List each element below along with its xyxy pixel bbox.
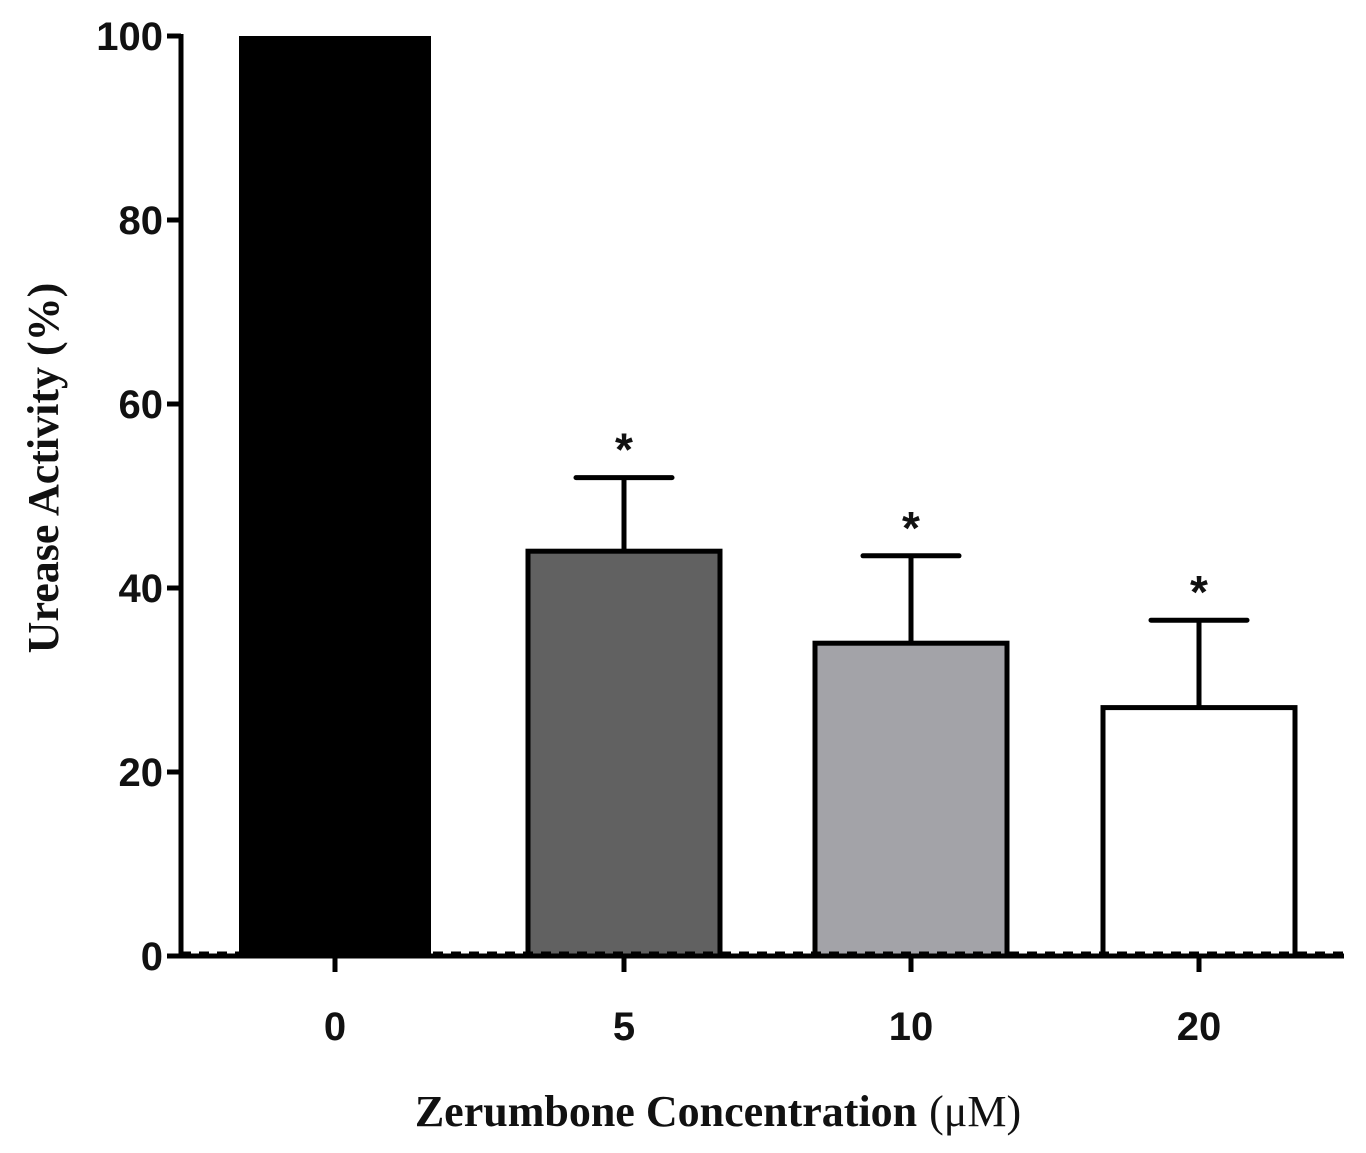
x-axis-title: Zerumbone Concentration (μM) bbox=[415, 1087, 1021, 1136]
y-tick-label-20: 20 bbox=[119, 751, 164, 795]
y-tick-label-40: 40 bbox=[119, 567, 164, 611]
y-tick-label-0: 0 bbox=[141, 935, 163, 979]
x-tick-label-0: 0 bbox=[324, 1005, 346, 1049]
bar-20 bbox=[1100, 705, 1298, 959]
bar-5 bbox=[525, 548, 723, 959]
significance-marker-10: * bbox=[902, 502, 920, 554]
bars-layer bbox=[239, 36, 1298, 959]
bar-10 bbox=[812, 640, 1010, 959]
y-tick-label-60: 60 bbox=[119, 383, 164, 427]
error-bars-layer bbox=[573, 475, 1250, 708]
x-axis-title-unit: (μM) bbox=[929, 1087, 1021, 1136]
y-tick-label-80: 80 bbox=[119, 199, 164, 243]
x-tick-label-10: 10 bbox=[889, 1005, 934, 1049]
axes-layer bbox=[167, 33, 1344, 972]
y-tick-label-100: 100 bbox=[96, 15, 163, 59]
significance-marker-5: * bbox=[615, 424, 633, 476]
bar-0 bbox=[239, 36, 431, 956]
significance-marker-20: * bbox=[1190, 566, 1208, 618]
x-tick-label-5: 5 bbox=[613, 1005, 635, 1049]
labels-layer: 0 20 40 60 80 100 0 5 10 20 * * * bbox=[96, 15, 1221, 1049]
x-axis-title-text: Zerumbone Concentration bbox=[415, 1087, 917, 1136]
x-tick-label-20: 20 bbox=[1177, 1005, 1222, 1049]
y-axis-title: Urease Activity (%) bbox=[19, 283, 68, 654]
